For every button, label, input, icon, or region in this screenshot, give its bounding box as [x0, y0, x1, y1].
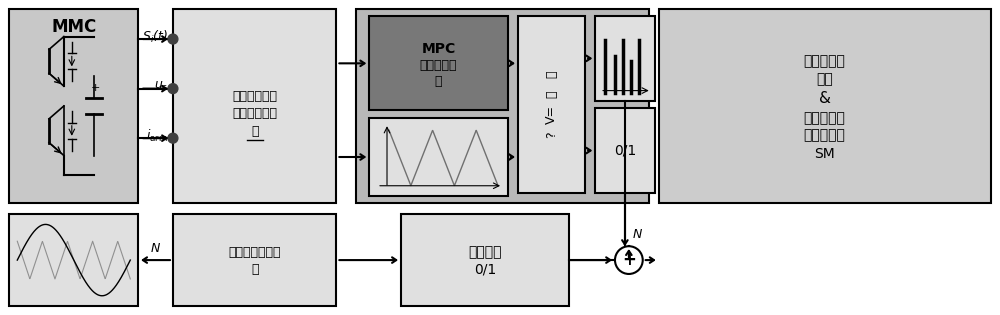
Text: 子模块驱动: 子模块驱动	[804, 129, 846, 143]
Bar	[595, 108, 655, 193]
Text: 比: 比	[545, 71, 558, 78]
Text: ?: ?	[545, 131, 558, 138]
Bar	[595, 16, 655, 100]
Bar	[9, 9, 138, 203]
Text: 驱动信号: 驱动信号	[468, 245, 502, 259]
Text: 电容电压排序算: 电容电压排序算	[228, 246, 281, 259]
Text: +: +	[91, 83, 100, 93]
Text: 模型预测方: 模型预测方	[420, 59, 457, 72]
Text: $i_\mathrm{arm}$: $i_\mathrm{arm}$	[146, 128, 168, 144]
Text: 提出的均压: 提出的均压	[804, 54, 846, 68]
Bar	[401, 215, 569, 306]
Text: 法: 法	[251, 264, 258, 277]
Text: N: N	[633, 228, 642, 241]
Circle shape	[615, 246, 643, 274]
Text: S$_i$(t): S$_i$(t)	[142, 29, 168, 45]
Bar	[356, 9, 649, 203]
Text: 0/1: 0/1	[474, 263, 496, 277]
Text: 较: 较	[545, 91, 558, 98]
Text: V=: V=	[545, 105, 558, 124]
Text: SM: SM	[814, 146, 835, 161]
Text: 给出最终的: 给出最终的	[804, 111, 846, 125]
Text: MPC: MPC	[421, 43, 456, 56]
Text: 0/1: 0/1	[614, 144, 636, 158]
Circle shape	[168, 84, 178, 94]
Text: N: N	[151, 242, 160, 255]
Text: 容电压数学模: 容电压数学模	[232, 107, 277, 120]
Bar	[518, 16, 585, 193]
Text: &: &	[819, 90, 831, 106]
Text: 法: 法	[435, 75, 442, 88]
Bar	[659, 9, 991, 203]
Text: $u_\mathrm{c}$: $u_\mathrm{c}$	[154, 80, 168, 93]
Text: MMC: MMC	[51, 18, 96, 36]
Text: 故障子模块电: 故障子模块电	[232, 89, 277, 103]
Circle shape	[168, 34, 178, 44]
Bar	[173, 215, 336, 306]
Bar	[173, 9, 336, 203]
Bar	[369, 16, 508, 111]
Text: 方法: 方法	[816, 72, 833, 86]
Circle shape	[168, 133, 178, 143]
Bar	[369, 118, 508, 196]
Text: +: +	[622, 251, 636, 269]
Text: 型: 型	[251, 125, 258, 138]
Bar	[9, 215, 138, 306]
